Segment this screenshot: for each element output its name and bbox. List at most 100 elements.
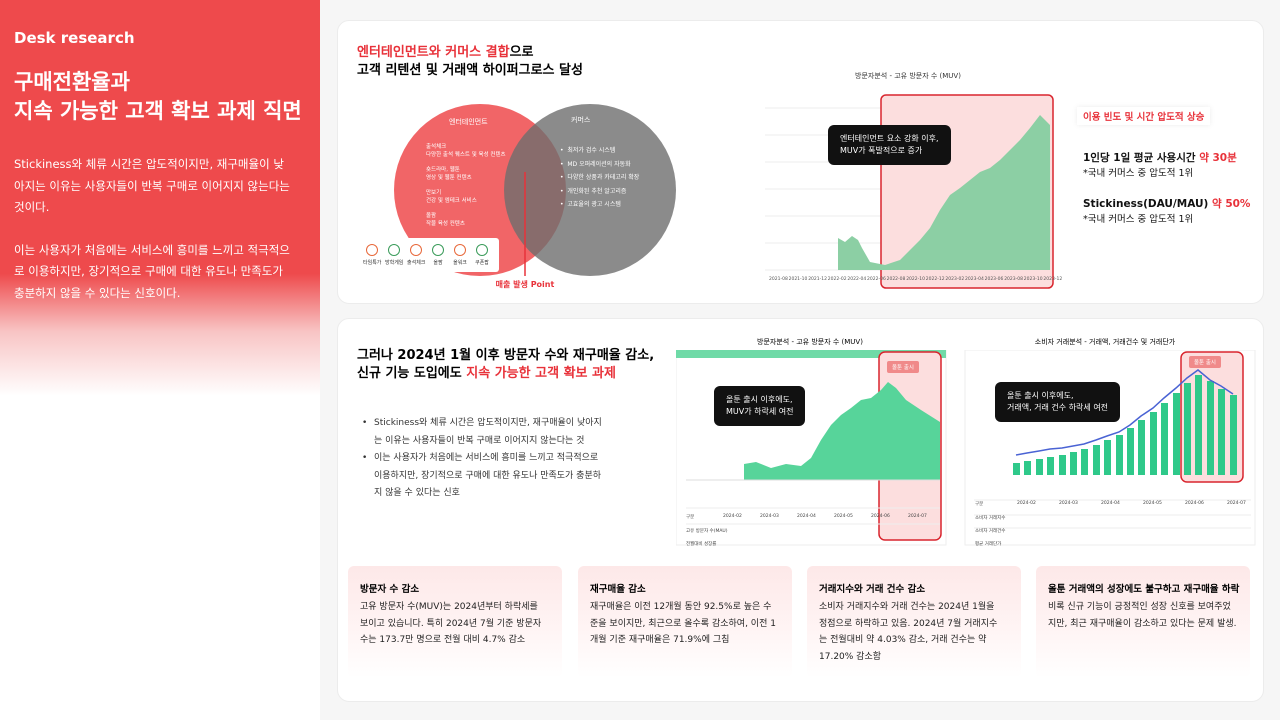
title-line: 지속 가능한 고객 확보 과제 직면 — [14, 99, 302, 123]
bullet-item: • Stickiness와 체류 시간은 압도적이지만, 재구매율이 낮아지 는 이… — [362, 415, 602, 450]
stat-value: 약 30분 — [1199, 152, 1237, 164]
icon: 타임특가 — [363, 244, 381, 266]
venn-right-items: • 최저가 검수 시스템 • MD 오퍼레이션의 자동화 • 다양한 상품과 카테고… — [560, 144, 639, 212]
marker-label: 올툰 출시 — [887, 361, 919, 373]
area-shape — [838, 115, 1050, 270]
table-cell: 구분 — [975, 502, 984, 507]
tooltip-line: 올툰 출시 이후에도, — [1007, 391, 1074, 400]
bullet: • — [560, 147, 568, 154]
icon: 올워크 — [451, 244, 469, 266]
bullet-item: • 이는 사용자가 처음에는 서비스에 흥미를 느끼고 적극적으로 이용하지만, 장… — [362, 450, 602, 503]
table-cell: 2024-04 — [797, 514, 816, 519]
chart-tooltip: 올툰 출시 이후에도, 거래액, 거래 건수 하락세 여전 — [995, 382, 1121, 422]
stat-label: Stickiness(DAU/MAU) — [1083, 198, 1209, 210]
x-tick-label: 2022-02 — [828, 276, 847, 282]
item-desc: 건강 및 엠테크 서비스 — [426, 198, 477, 204]
tooltip-line: 엔터테인먼트 요소 강화 이후, — [840, 134, 939, 143]
heading-highlight: 지속 가능한 고객 확보 과제 — [466, 366, 616, 381]
venn-left-items: 출석체크 다양한 출석 퀘스트 및 육성 컨텐츠 숏드라마, 웹툰 영상 및 웹툰 컨… — [426, 143, 506, 235]
marker-label: 올툰 출시 — [1189, 356, 1221, 368]
item-name: 다양한 상품과 카테고리 확장 — [567, 174, 640, 181]
icon: 방학게임 — [385, 244, 403, 266]
paragraph: 이는 사용자가 처음에는 서비스에 흥미를 느끼고 적극적으 로 이용하지만, 장… — [14, 240, 290, 305]
text-line: 17.20% 감소함 — [819, 651, 882, 662]
card-body: 재구매율은 이전 12개월 동안 92.5%로 높은 수 준을 보이지만, 최근으… — [590, 599, 776, 649]
text-line: 는 이유는 사용자들이 반복 구매로 이어지지 않는다는 것 — [374, 435, 585, 446]
bullet: • — [362, 453, 368, 463]
line-shape — [1015, 369, 1234, 456]
x-axis: 2021-08 2021-10 2021-12 2022-02 2022-04 2022-… — [769, 276, 1062, 282]
heading-text: 으로 — [509, 45, 534, 60]
stat-value: 약 50% — [1212, 198, 1251, 210]
venn-circle — [504, 104, 676, 276]
card-body: 비록 신규 기능이 긍정적인 성장 신호를 보여주었 지만, 최근 재구매율이 감… — [1048, 599, 1237, 632]
text-line: 이용하지만, 장기적으로 구매에 대한 유도나 만족도가 충분하 — [374, 470, 602, 481]
item-name: 숏드라마, 웹툰 — [426, 167, 460, 173]
stat: Stickiness(DAU/MAU) 약 50% *국내 커머스 중 압도적 1… — [1083, 196, 1250, 228]
stats-tag: 이용 빈도 및 시간 압도적 상승 — [1077, 107, 1211, 125]
icon-label: 올팜 — [433, 260, 443, 266]
item-name: 최저가 검수 시스템 — [567, 147, 616, 154]
icon-label: 타임특가 — [363, 260, 382, 266]
text-line: 지만, 최근 재구매율이 감소하고 있다는 문제 발생. — [1048, 618, 1237, 629]
chart-title: 소비자 거래분석 - 거래액, 거래건수 및 거래단가 — [1034, 338, 1176, 346]
x-tick-label: 2022-08 — [887, 276, 906, 282]
text-line: 수는 173.7만 명으로 전월 대비 4.7% 감소 — [360, 635, 526, 645]
heading-highlight: 엔터테인먼트와 커머스 결합 — [357, 45, 510, 60]
icon-label: 올워크 — [453, 260, 467, 266]
icon: 출석체크 — [407, 244, 425, 266]
chart-tooltip: 엔터테인먼트 요소 강화 이후, MUV가 폭발적으로 증가 — [828, 125, 951, 165]
text-line: 소비자 거래지수와 거래 건수는 2024년 1월을 — [819, 602, 995, 612]
table-cell: 2024-07 — [908, 514, 927, 519]
item-desc: 영상 및 웹툰 컨텐츠 — [426, 175, 472, 181]
text-line: 것이다. — [14, 200, 50, 214]
text-line: Stickiness와 체류 시간은 압도적이지만, 재구매율이 낮아지 — [374, 418, 602, 428]
sidebar-label: Desk research — [14, 29, 135, 47]
venn-item: • 다양한 상품과 카테고리 확장 — [560, 171, 639, 185]
table-cell: 2024-02 — [1017, 501, 1036, 506]
x-tick-label: 2023-02 — [945, 276, 964, 282]
table-cell: 2024-03 — [1059, 501, 1078, 506]
table-cell: 2024-06 — [871, 514, 890, 519]
venn-item: 올팜 작물 육성 컨텐츠 — [426, 212, 506, 228]
table-row-label: 전월대비 성장률 — [686, 542, 717, 547]
table-cell: 2024-02 — [723, 514, 742, 519]
table-cell: 2024-07 — [1227, 501, 1246, 506]
card-title: 올툰 거래액의 성장에도 불구하고 재구매율 하락 — [1048, 584, 1240, 595]
venn-item: • 개인화된 추천 알고리즘 — [560, 185, 639, 199]
table-cell: 2024-04 — [1101, 501, 1120, 506]
icon-graphic — [410, 244, 422, 256]
table-cell: 2024-06 — [1185, 501, 1204, 506]
bullet: • — [560, 160, 568, 168]
item-name: 올팜 — [426, 213, 437, 219]
icon-label: 방학게임 — [385, 260, 404, 266]
icon-graphic — [432, 244, 444, 256]
section-heading: 엔터테인먼트와 커머스 결합으로 고객 리텐션 및 거래액 하이퍼그로스 달성 — [357, 44, 583, 80]
x-tick-label: 2022-10 — [906, 276, 925, 282]
x-tick-label: 2021-12 — [808, 276, 827, 282]
card-title: 재구매율 감소 — [590, 584, 646, 595]
icon: 쿠폰팝 — [473, 244, 491, 266]
item-name: 개인화된 추천 알고리즘 — [567, 187, 627, 195]
x-tick-label: 2021-10 — [789, 276, 808, 282]
item-name: 고효율의 광고 시스템 — [567, 201, 621, 208]
text-line: 개월 기준 재구매율은 71.9%에 그침 — [590, 635, 730, 645]
chart-tooltip: 올툰 출시 이후에도, MUV가 하락세 여전 — [714, 386, 806, 426]
chart-title: 방문자분석 - 고유 방문자 수 (MUV) — [855, 72, 961, 80]
icon: 올팜 — [429, 244, 447, 266]
heading-text: 신규 기능 도입에도 — [357, 366, 462, 381]
text-line: 정점으로 하락하고 있음. 2024년 7월 거래지수 — [819, 618, 998, 629]
icon-graphic — [454, 244, 466, 256]
x-tick-label: 2023-10 — [1024, 276, 1043, 282]
table-row-label: 고유 방문자 수(MAU) — [686, 529, 728, 534]
item-name: 만보기 — [426, 190, 442, 196]
text-line: 는 전월대비 약 4.03% 감소, 거래 건수는 약 — [819, 635, 987, 645]
venn-item: • 최저가 검수 시스템 — [560, 144, 639, 158]
text-line: 로 이용하지만, 장기적으로 구매에 대한 유도나 만족도가 — [14, 264, 283, 278]
table-cell: 2024-05 — [1143, 501, 1162, 506]
stat-label: 1인당 1일 평균 사용시간 — [1083, 152, 1196, 164]
item-desc: 다양한 출석 퀘스트 및 육성 컨텐츠 — [426, 152, 506, 158]
